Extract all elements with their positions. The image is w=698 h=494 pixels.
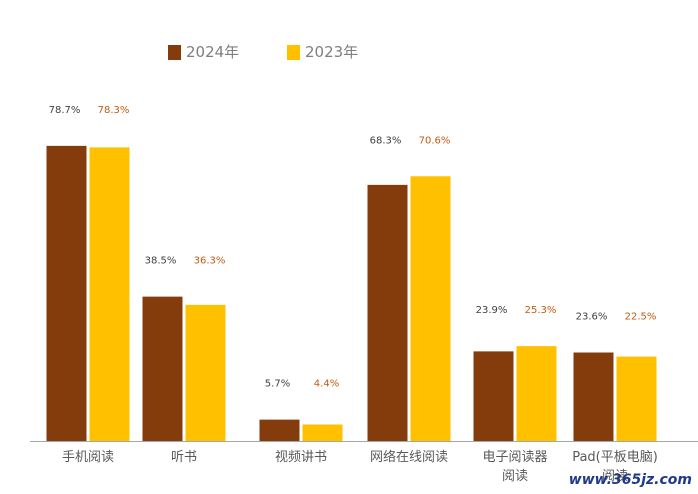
bar-2023-1 (185, 304, 226, 441)
data-label-2024-2: 5.7% (265, 379, 290, 390)
bar-2023-5 (616, 356, 657, 441)
watermark-text: www.365jz.com (569, 472, 692, 488)
category-label-2: 视频讲书 (275, 450, 327, 465)
category-label-5-line-1: 阅读 (602, 469, 628, 484)
data-label-2023-5: 22.5% (625, 312, 657, 323)
data-label-2024-5: 23.6% (576, 312, 608, 323)
data-label-2024-1: 38.5% (145, 256, 177, 267)
category-label-5-line-0: Pad(平板电脑) (572, 450, 658, 465)
data-label-2023-4: 25.3% (525, 305, 557, 316)
data-label-2023-0: 78.3% (98, 105, 130, 116)
bar-2024-2 (259, 419, 300, 441)
category-label-4-line-0: 电子阅读器 (482, 450, 547, 465)
data-label-2024-4: 23.9% (476, 305, 508, 316)
legend-swatch-2023 (287, 45, 300, 60)
bar-2024-4 (473, 351, 514, 441)
bar-2024-0 (46, 145, 87, 441)
legend-swatch-2024 (168, 45, 181, 60)
bar-2023-2 (302, 424, 343, 441)
bar-2024-5 (573, 352, 614, 441)
bar-2024-1 (142, 296, 183, 441)
bar-2023-0 (89, 147, 130, 441)
bar-2023-4 (516, 346, 557, 441)
data-label-2024-0: 78.7% (49, 105, 81, 116)
category-label-4-line-1: 阅读 (502, 469, 528, 484)
category-label-1: 听书 (171, 450, 197, 465)
data-label-2023-3: 70.6% (419, 135, 451, 146)
data-label-2024-3: 68.3% (370, 135, 402, 146)
bar-2023-3 (410, 176, 451, 441)
bar-2024-3 (367, 184, 408, 441)
category-label-3: 网络在线阅读 (370, 449, 448, 465)
data-label-2023-1: 36.3% (194, 256, 226, 267)
legend-label-2023: 2023年 (305, 43, 358, 61)
category-label-0: 手机阅读 (62, 450, 114, 465)
legend-label-2024: 2024年 (186, 43, 239, 61)
data-label-2023-2: 4.4% (314, 379, 339, 390)
